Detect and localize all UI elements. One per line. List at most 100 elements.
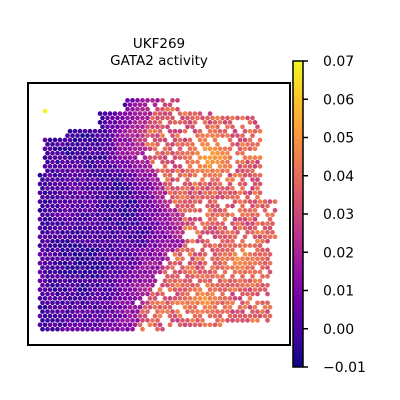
spot [220,230,225,235]
spot [57,243,63,248]
spot [90,186,95,191]
spot [140,142,145,147]
spot [215,256,220,262]
spot [70,150,75,156]
spot [57,155,63,160]
spot [145,274,150,279]
spot [127,304,133,310]
spot [175,194,180,200]
spot [172,216,178,222]
spot [62,252,68,257]
spot [50,256,55,262]
spot [142,243,148,248]
spot [190,221,195,226]
spot [175,318,180,323]
spot [165,142,170,147]
spot [207,287,213,292]
spot [70,291,75,297]
spot [260,274,265,279]
spot [80,265,85,270]
spot [177,278,183,284]
spot [125,326,130,332]
spot [85,291,90,297]
spot [185,142,190,147]
spot [207,322,213,328]
spot [57,146,63,152]
spot [110,159,115,165]
spot [152,102,158,108]
spot [100,186,105,191]
spot [245,291,250,297]
spot [252,164,258,169]
spot [97,278,103,284]
spot [92,172,98,178]
spot [220,318,225,323]
spot [140,168,145,174]
spot [167,128,173,134]
spot [142,164,148,169]
spot [180,203,185,209]
spot [132,322,138,328]
spot [160,309,165,314]
spot [185,150,190,156]
spot [135,221,140,226]
spot [100,247,105,253]
spot [172,164,178,169]
spot [232,252,238,257]
spot [190,203,195,209]
spot [185,168,190,174]
spot [90,142,95,147]
spot [242,190,248,196]
spot [47,181,53,187]
spot [210,168,215,174]
spot [115,133,120,138]
spot [252,278,258,284]
spot [210,115,215,121]
spot [132,278,138,284]
spot [222,216,228,222]
spot [167,322,173,328]
spot [85,133,90,138]
spot [132,216,138,222]
spot [37,252,43,257]
spot [132,146,138,152]
spot [55,221,60,226]
spot [100,309,105,314]
spot [197,137,203,143]
spot [160,98,165,103]
spot [125,133,130,138]
spot [60,186,65,191]
spot [265,274,270,279]
spot [182,225,188,231]
spot [247,313,253,319]
spot [165,221,170,226]
spot [102,208,108,213]
spot [145,115,150,121]
spot [37,296,43,301]
spot [160,115,165,121]
spot [120,256,125,262]
spot [190,274,195,279]
spot [137,111,143,116]
spot [230,274,235,279]
spot [145,238,150,244]
spot [187,296,193,301]
spot [195,159,200,165]
spot [190,265,195,270]
spot [82,190,88,196]
spot [232,287,238,292]
spot [140,274,145,279]
spot [212,243,218,248]
spot [107,216,113,222]
spot [130,142,135,147]
spot [135,256,140,262]
spot [230,186,235,191]
spot [140,115,145,121]
spot [152,269,158,275]
spot [150,177,155,182]
spot [82,155,88,160]
spot [72,190,78,196]
spot [127,313,133,319]
spot [130,274,135,279]
spot [112,234,118,240]
